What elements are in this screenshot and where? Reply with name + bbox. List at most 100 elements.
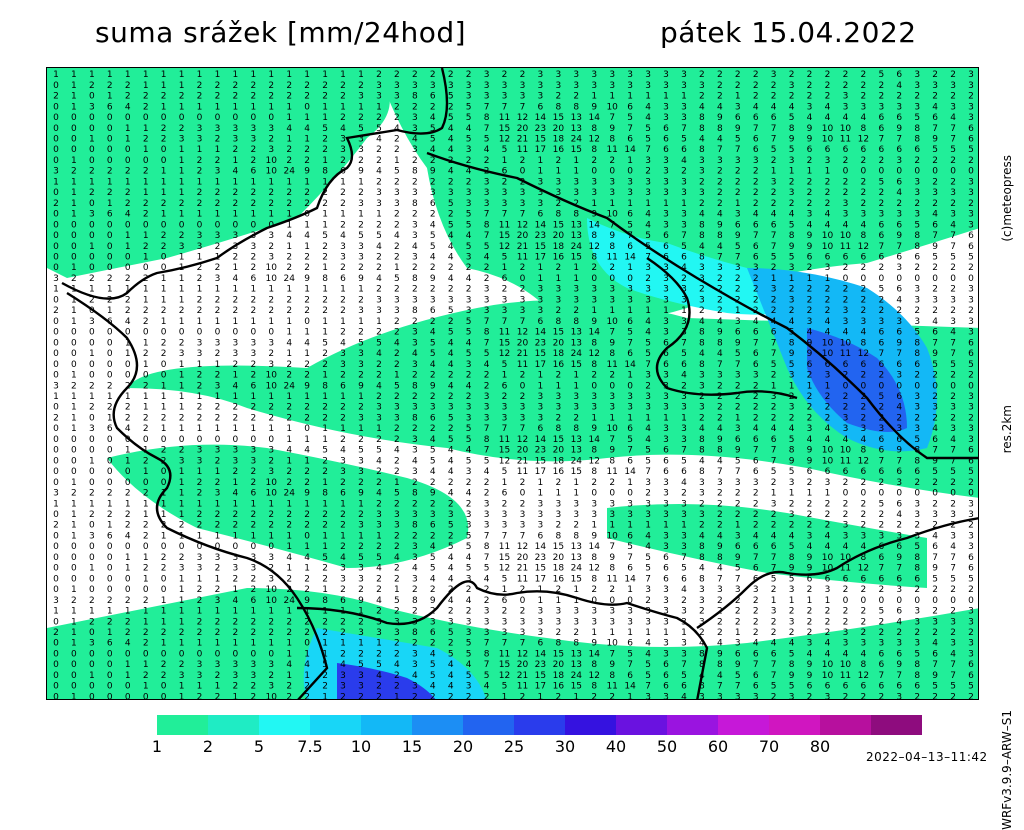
grid-value: 10 [266,156,278,166]
grid-value: 3 [932,295,938,305]
grid-value: 2 [250,585,256,595]
grid-value: 7 [950,349,956,359]
grid-value: 5 [627,113,633,123]
grid-value: 3 [466,81,472,91]
grid-value: 2 [789,199,795,209]
grid-value: 2 [466,692,472,700]
grid-value: 2 [861,92,867,102]
grid-value: 11 [840,671,851,681]
grid-value: 2 [825,295,831,305]
grid-value: 2 [125,306,131,316]
grid-value: 20 [517,231,529,241]
grid-value: 15 [535,671,546,681]
grid-value: 0 [53,102,59,112]
grid-value: 1 [215,102,221,112]
grid-value: 9 [609,124,615,134]
grid-value: 1 [358,499,364,509]
grid-value: 7 [520,317,526,327]
grid-value: 3 [663,156,669,166]
grid-value: 2 [394,360,400,370]
grid-value: 15 [553,220,564,230]
grid-value: 0 [89,360,95,370]
grid-value: 5 [448,92,454,102]
grid-value: 2 [358,156,364,166]
colorbar-swatch-5 [412,715,463,735]
grid-value: 3 [825,263,831,273]
grid-value: 5 [645,124,651,134]
grid-value: 0 [268,435,274,445]
grid-value: 2 [950,263,956,273]
grid-value: 3 [663,102,669,112]
grid-value: 1 [161,531,167,541]
grid-value: 2 [825,81,831,91]
grid-value: 0 [197,220,203,230]
grid-value: 1 [538,371,544,381]
grid-value: 0 [53,349,59,359]
grid-value: 6 [968,660,974,670]
grid-value: 4 [430,574,436,584]
grid-value: 9 [591,424,597,434]
grid-value: 1 [681,92,687,102]
grid-value: 1 [107,92,113,102]
grid-value: 2 [412,499,418,509]
grid-value: 0 [89,263,95,273]
grid-value: 3 [843,424,849,434]
grid-value: 6 [663,564,669,574]
grid-value: 6 [932,435,938,445]
grid-value: 2 [932,413,938,423]
grid-value: 2 [932,306,938,316]
grid-value: 4 [950,649,956,659]
grid-value: 7 [932,660,938,670]
grid-value: 2 [484,371,490,381]
grid-value: 2 [376,156,382,166]
grid-value: 6 [627,564,633,574]
grid-value: 3 [394,306,400,316]
grid-value: 1 [304,499,310,509]
grid-value: 5 [466,542,472,552]
grid-value: 4 [448,253,454,263]
grid-value: 4 [717,564,723,574]
grid-value: 3 [807,424,813,434]
grid-value: 5 [789,253,795,263]
grid-value: 3 [843,210,849,220]
grid-value: 0 [89,113,95,123]
grid-value: 8 [591,446,597,456]
grid-value: 2 [340,403,346,413]
grid-value: 1 [322,285,328,295]
grid-value: 0 [89,692,95,700]
grid-value: 1 [53,70,59,80]
grid-value: 2 [107,295,113,305]
grid-value: 1 [197,145,203,155]
grid-value: 2 [789,413,795,423]
grid-value: 3 [555,177,561,187]
grid-value: 1 [645,628,651,638]
grid-value: 1 [609,413,615,423]
grid-value: 5 [627,542,633,552]
grid-value: 5 [681,671,687,681]
grid-value: 1 [627,371,633,381]
grid-value: 1 [107,306,113,316]
precip-area-northeast [377,68,978,321]
grid-value: 11 [840,134,851,144]
grid-value: 3 [412,510,418,520]
grid-value: 3 [627,188,633,198]
grid-value: 1 [125,564,131,574]
grid-value: 0 [89,253,95,263]
grid-value: 1 [161,285,167,295]
grid-value: 8 [699,220,705,230]
grid-value: 1 [233,263,239,273]
grid-value: 0 [107,328,113,338]
grid-value: 7 [950,564,956,574]
grid-value: 1 [71,199,77,209]
grid-value: 5 [932,360,938,370]
grid-value: 0 [53,81,59,91]
grid-value: 4 [950,220,956,230]
grid-value: 2 [89,274,95,284]
grid-value: 14 [589,328,601,338]
grid-value: 3 [591,177,597,187]
grid-value: 3 [896,263,902,273]
grid-value: 2 [250,371,256,381]
grid-value: 3 [520,199,526,209]
grid-value: 2 [161,456,167,466]
grid-value: 3 [663,210,669,220]
